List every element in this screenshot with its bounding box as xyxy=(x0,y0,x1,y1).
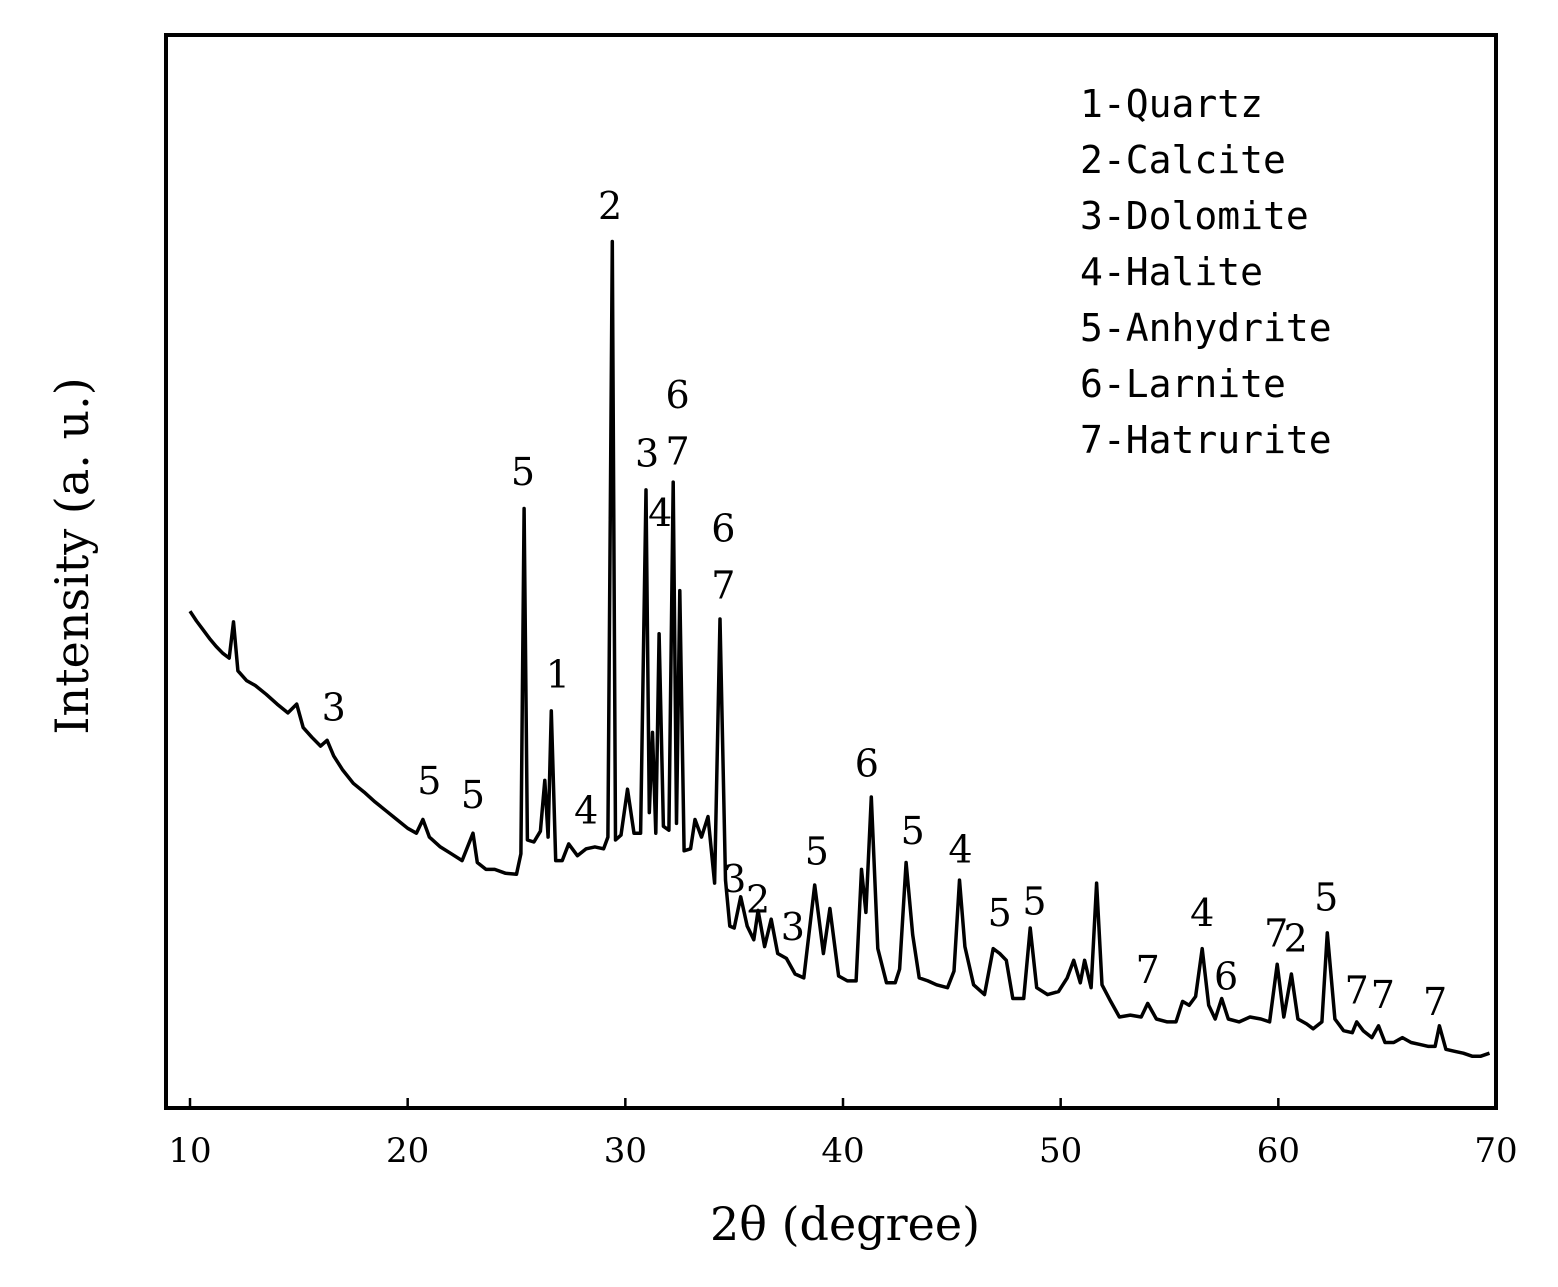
peak-label: 4 xyxy=(948,828,972,872)
x-tick-label: 20 xyxy=(386,1131,429,1171)
x-tick-label: 70 xyxy=(1474,1131,1517,1171)
peak-label: 4 xyxy=(574,788,598,832)
legend-entry: 5-Anhydrite xyxy=(1080,306,1332,350)
x-axis-title: 2θ (degree) xyxy=(710,1197,980,1251)
peak-label: 3 xyxy=(322,686,346,730)
peak-label: 5 xyxy=(805,830,829,874)
peak-label: 7 xyxy=(1423,980,1447,1024)
peak-label: 7 xyxy=(1371,973,1395,1017)
legend: 1-Quartz 2-Calcite 3-Dolomite 4-Halite 5-Anh… xyxy=(1080,82,1332,462)
legend-entry: 4-Halite xyxy=(1080,250,1263,294)
peak-label: 7 xyxy=(1264,912,1288,956)
peak-label: 3 xyxy=(781,905,805,949)
peak-label: 5 xyxy=(461,773,485,817)
peak-label: 7 xyxy=(711,564,735,608)
x-tick-label: 30 xyxy=(604,1131,647,1171)
legend-entry: 6-Larnite xyxy=(1080,362,1286,406)
peak-label: 5 xyxy=(1314,875,1338,919)
x-axis-ticks: 10 20 30 40 50 60 70 xyxy=(168,1098,1518,1171)
x-tick-label: 40 xyxy=(821,1131,864,1171)
plot-frame xyxy=(164,33,1498,1110)
peak-label: 4 xyxy=(1190,891,1214,935)
x-tick-label: 60 xyxy=(1257,1131,1300,1171)
peak-label: 5 xyxy=(988,891,1012,935)
peak-label: 2 xyxy=(598,184,622,228)
peak-label: 5 xyxy=(1022,879,1046,923)
peak-label: 3 xyxy=(722,857,746,901)
legend-entry: 1-Quartz xyxy=(1080,82,1263,126)
x-tick-label: 10 xyxy=(168,1131,211,1171)
peak-label: 5 xyxy=(901,809,925,853)
peak-label: 2 xyxy=(746,877,770,921)
peak-label: 6 xyxy=(711,507,735,551)
peak-label: 7 xyxy=(1345,968,1369,1012)
peak-label: 7 xyxy=(666,430,690,474)
xrd-pattern-line xyxy=(188,239,1491,1058)
y-axis-title: Intensity (a. u.) xyxy=(45,377,99,734)
peak-label: 3 xyxy=(635,431,659,475)
peak-label: 6 xyxy=(855,742,879,786)
peak-label: 5 xyxy=(511,450,535,494)
peak-label: 2 xyxy=(1284,917,1308,961)
legend-entry: 7-Hatrurite xyxy=(1080,418,1332,462)
peak-label: 6 xyxy=(666,373,690,417)
peak-label: 4 xyxy=(648,491,672,535)
peak-label: 6 xyxy=(1214,955,1238,999)
peak-label: 5 xyxy=(417,759,441,803)
legend-entry: 2-Calcite xyxy=(1080,138,1286,182)
legend-entry: 3-Dolomite xyxy=(1080,194,1309,238)
peak-label: 1 xyxy=(546,653,570,697)
peak-label: 7 xyxy=(1136,948,1160,992)
x-tick-label: 50 xyxy=(1039,1131,1082,1171)
